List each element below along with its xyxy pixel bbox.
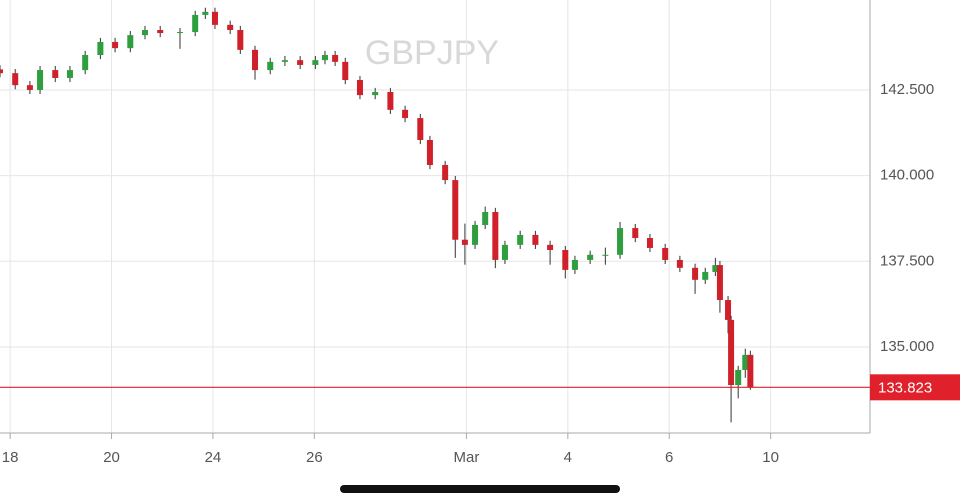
y-tick-label: 137.500 [880, 252, 934, 269]
candle-body [26, 85, 33, 90]
candle-body [692, 267, 699, 280]
candle-body [617, 228, 624, 255]
candle-body [142, 29, 148, 36]
candle-body [192, 14, 199, 33]
last-price-label: 133.823 [878, 379, 932, 396]
candle-body [716, 265, 723, 301]
candle-body [417, 118, 424, 140]
x-tick-label: 6 [665, 449, 673, 466]
candle-body [426, 139, 433, 166]
candle-body [735, 369, 742, 386]
candle-body [112, 41, 119, 49]
candle-body [676, 259, 683, 268]
x-tick-label: 18 [2, 449, 19, 466]
candle-body [356, 80, 363, 96]
candle-body [297, 60, 304, 65]
candle-body [332, 55, 339, 62]
candle-body [452, 180, 459, 240]
candle-body [82, 55, 89, 71]
candle-body [742, 354, 749, 370]
watermark-title: GBPJPY [365, 34, 499, 72]
candle-body [321, 55, 328, 61]
candle-body [472, 224, 479, 245]
candle-body [12, 73, 19, 86]
candle-body [227, 24, 234, 30]
x-tick-label: 20 [103, 449, 120, 466]
x-tick-label: 24 [205, 449, 222, 466]
candle-body [387, 92, 394, 110]
candle-body [202, 11, 209, 15]
candle-body [587, 254, 594, 260]
candle-body [66, 70, 73, 78]
y-tick-label: 140.000 [880, 167, 934, 184]
x-tick-label: Mar [454, 449, 480, 466]
x-tick-label: 10 [762, 449, 779, 466]
candle-body [211, 11, 218, 25]
last-price-box [870, 374, 960, 401]
candle-body [602, 254, 609, 256]
candle-body [442, 165, 449, 181]
candle-body [662, 247, 669, 260]
candle-body [725, 300, 732, 320]
x-tick-label: 4 [564, 449, 572, 466]
candle-body [646, 238, 653, 248]
candle-body [0, 69, 3, 74]
candle-body [532, 234, 539, 245]
candle-body [547, 244, 554, 250]
candle-body [52, 70, 59, 78]
candle-body [372, 92, 379, 96]
candle-body [562, 249, 569, 270]
candle-body [37, 70, 44, 90]
candle-body [237, 29, 244, 50]
candle-body [127, 35, 134, 49]
candle-body [176, 32, 183, 34]
candle-body [312, 60, 319, 65]
x-tick-label: 26 [306, 449, 323, 466]
candle-body [571, 259, 578, 270]
candle-body [482, 211, 489, 225]
candle-body [712, 265, 719, 272]
home-indicator [340, 485, 620, 493]
candle-body [702, 271, 709, 280]
candle-body [501, 244, 508, 260]
candle-body [517, 234, 524, 245]
candle-body [492, 211, 499, 260]
candle-body [252, 49, 259, 71]
candle-body [157, 29, 164, 34]
y-tick-label: 142.500 [880, 81, 934, 98]
candle-body [267, 61, 274, 71]
candle-body [747, 354, 754, 388]
candle-body [281, 60, 288, 62]
candle-body [461, 239, 468, 245]
candle-body [632, 228, 639, 239]
y-tick-label: 135.000 [880, 338, 934, 355]
candle-body [402, 109, 409, 119]
candle-body [342, 61, 349, 81]
candle-body [97, 41, 104, 56]
candle-body [728, 319, 735, 386]
